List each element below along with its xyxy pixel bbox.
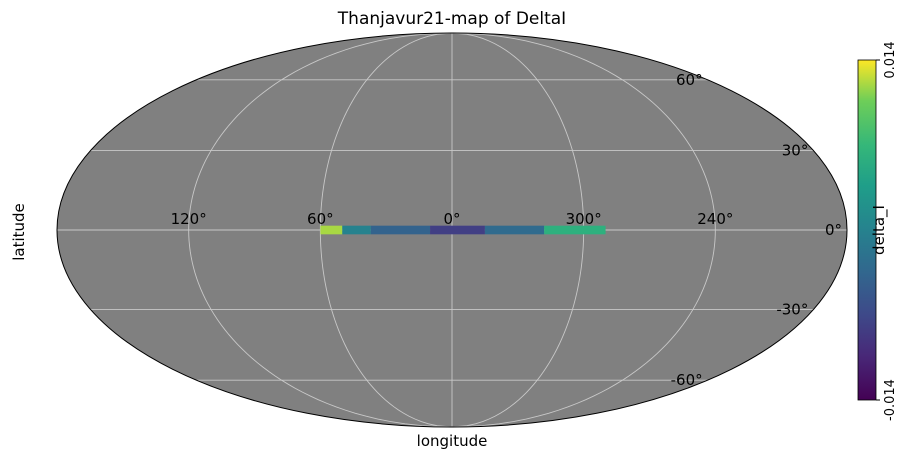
latitude-tick-label: -30° xyxy=(776,301,808,319)
longitude-tick-label: 240° xyxy=(697,210,733,228)
colorbar xyxy=(857,59,877,401)
latitude-tick-label: 0° xyxy=(825,221,842,239)
data-segment xyxy=(370,225,431,235)
meridian-line xyxy=(188,33,453,427)
colorbar-label: delta_I xyxy=(870,205,889,255)
map-outline xyxy=(56,32,848,428)
data-segment xyxy=(544,225,606,235)
latitude-tick-label: 30° xyxy=(782,141,809,159)
longitude-tick-label: 120° xyxy=(171,210,207,228)
longitude-tick-labels: 120° 60° 0° 300° 240° xyxy=(171,210,734,228)
data-segment xyxy=(484,225,545,235)
x-axis-label: longitude xyxy=(417,432,488,450)
longitude-tick-label: 0° xyxy=(443,210,460,228)
latitude-tick-label: 60° xyxy=(676,71,703,89)
meridian-line xyxy=(451,33,716,427)
data-band xyxy=(320,225,606,235)
y-axis-label: latitude xyxy=(10,203,28,261)
latitude-tick-label: -60° xyxy=(671,371,703,389)
data-segment xyxy=(430,225,485,235)
graticule xyxy=(57,33,847,427)
latitude-tick-labels: 60° 30° 0° -30° -60° xyxy=(671,71,842,389)
data-segment xyxy=(320,225,343,235)
data-segment xyxy=(342,225,371,235)
colorbar-max-label: 0.014 xyxy=(883,41,898,78)
meridian-line xyxy=(319,33,453,427)
longitude-tick-label: 60° xyxy=(307,210,334,228)
longitude-tick-label: 300° xyxy=(566,210,602,228)
colorbar-min-label: -0.014 xyxy=(883,379,898,421)
chart-title: Thanjavur21-map of DeltaI xyxy=(337,9,566,29)
